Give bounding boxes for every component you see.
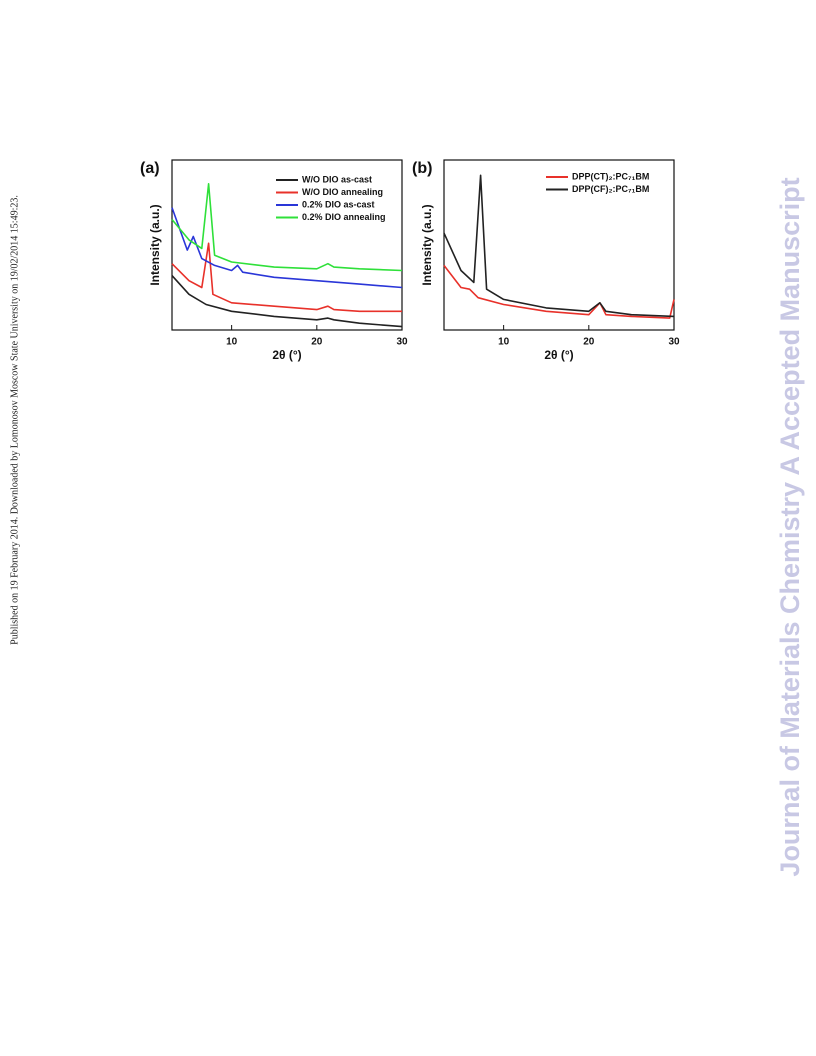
legend-label: DPP(CF)₂:PC₇₁BM (572, 184, 649, 194)
chart: 10 20 30 2θ (°) Intensity (a.u.) (a) W/O DIO a… (140, 159, 408, 362)
data-line (171, 275, 403, 328)
x-tick-label: 20 (583, 337, 595, 348)
legend-label: 0.2% DIO annealing (302, 212, 386, 222)
x-tick-label: 10 (498, 337, 510, 348)
legend-label: DPP(CT)₂:PC₇₁BM (572, 171, 649, 181)
panel-label: (a) (140, 160, 160, 177)
x-tick-label: 10 (226, 337, 238, 348)
watermark: Journal of Materials Chemistry A Accepte… (775, 177, 805, 876)
legend-label: 0.2% DIO as-cast (302, 199, 375, 209)
x-tick-label: 20 (311, 337, 323, 348)
x-tick-label: 30 (668, 337, 680, 348)
plot-frame (443, 159, 675, 331)
legend-label: W/O DIO as-cast (302, 174, 372, 184)
data-line (171, 183, 403, 272)
data-line (443, 264, 675, 319)
plot-frame (171, 159, 403, 331)
side-note: Published on 19 February 2014. Downloade… (9, 195, 20, 645)
x-axis-label: 2θ (°) (544, 348, 573, 362)
x-axis-label: 2θ (°) (272, 348, 301, 362)
panel-label: (b) (412, 160, 432, 177)
y-axis-label: Intensity (a.u.) (420, 204, 434, 285)
data-line (171, 242, 402, 313)
y-axis-label: Intensity (a.u.) (148, 204, 162, 285)
x-tick-label: 30 (396, 337, 408, 348)
chart: 10 20 30 2θ (°) Intensity (a.u.) (b) DPP(CT)₂:… (412, 159, 680, 362)
data-line (171, 207, 403, 289)
data-line (443, 174, 675, 318)
legend-label: W/O DIO annealing (302, 187, 383, 197)
